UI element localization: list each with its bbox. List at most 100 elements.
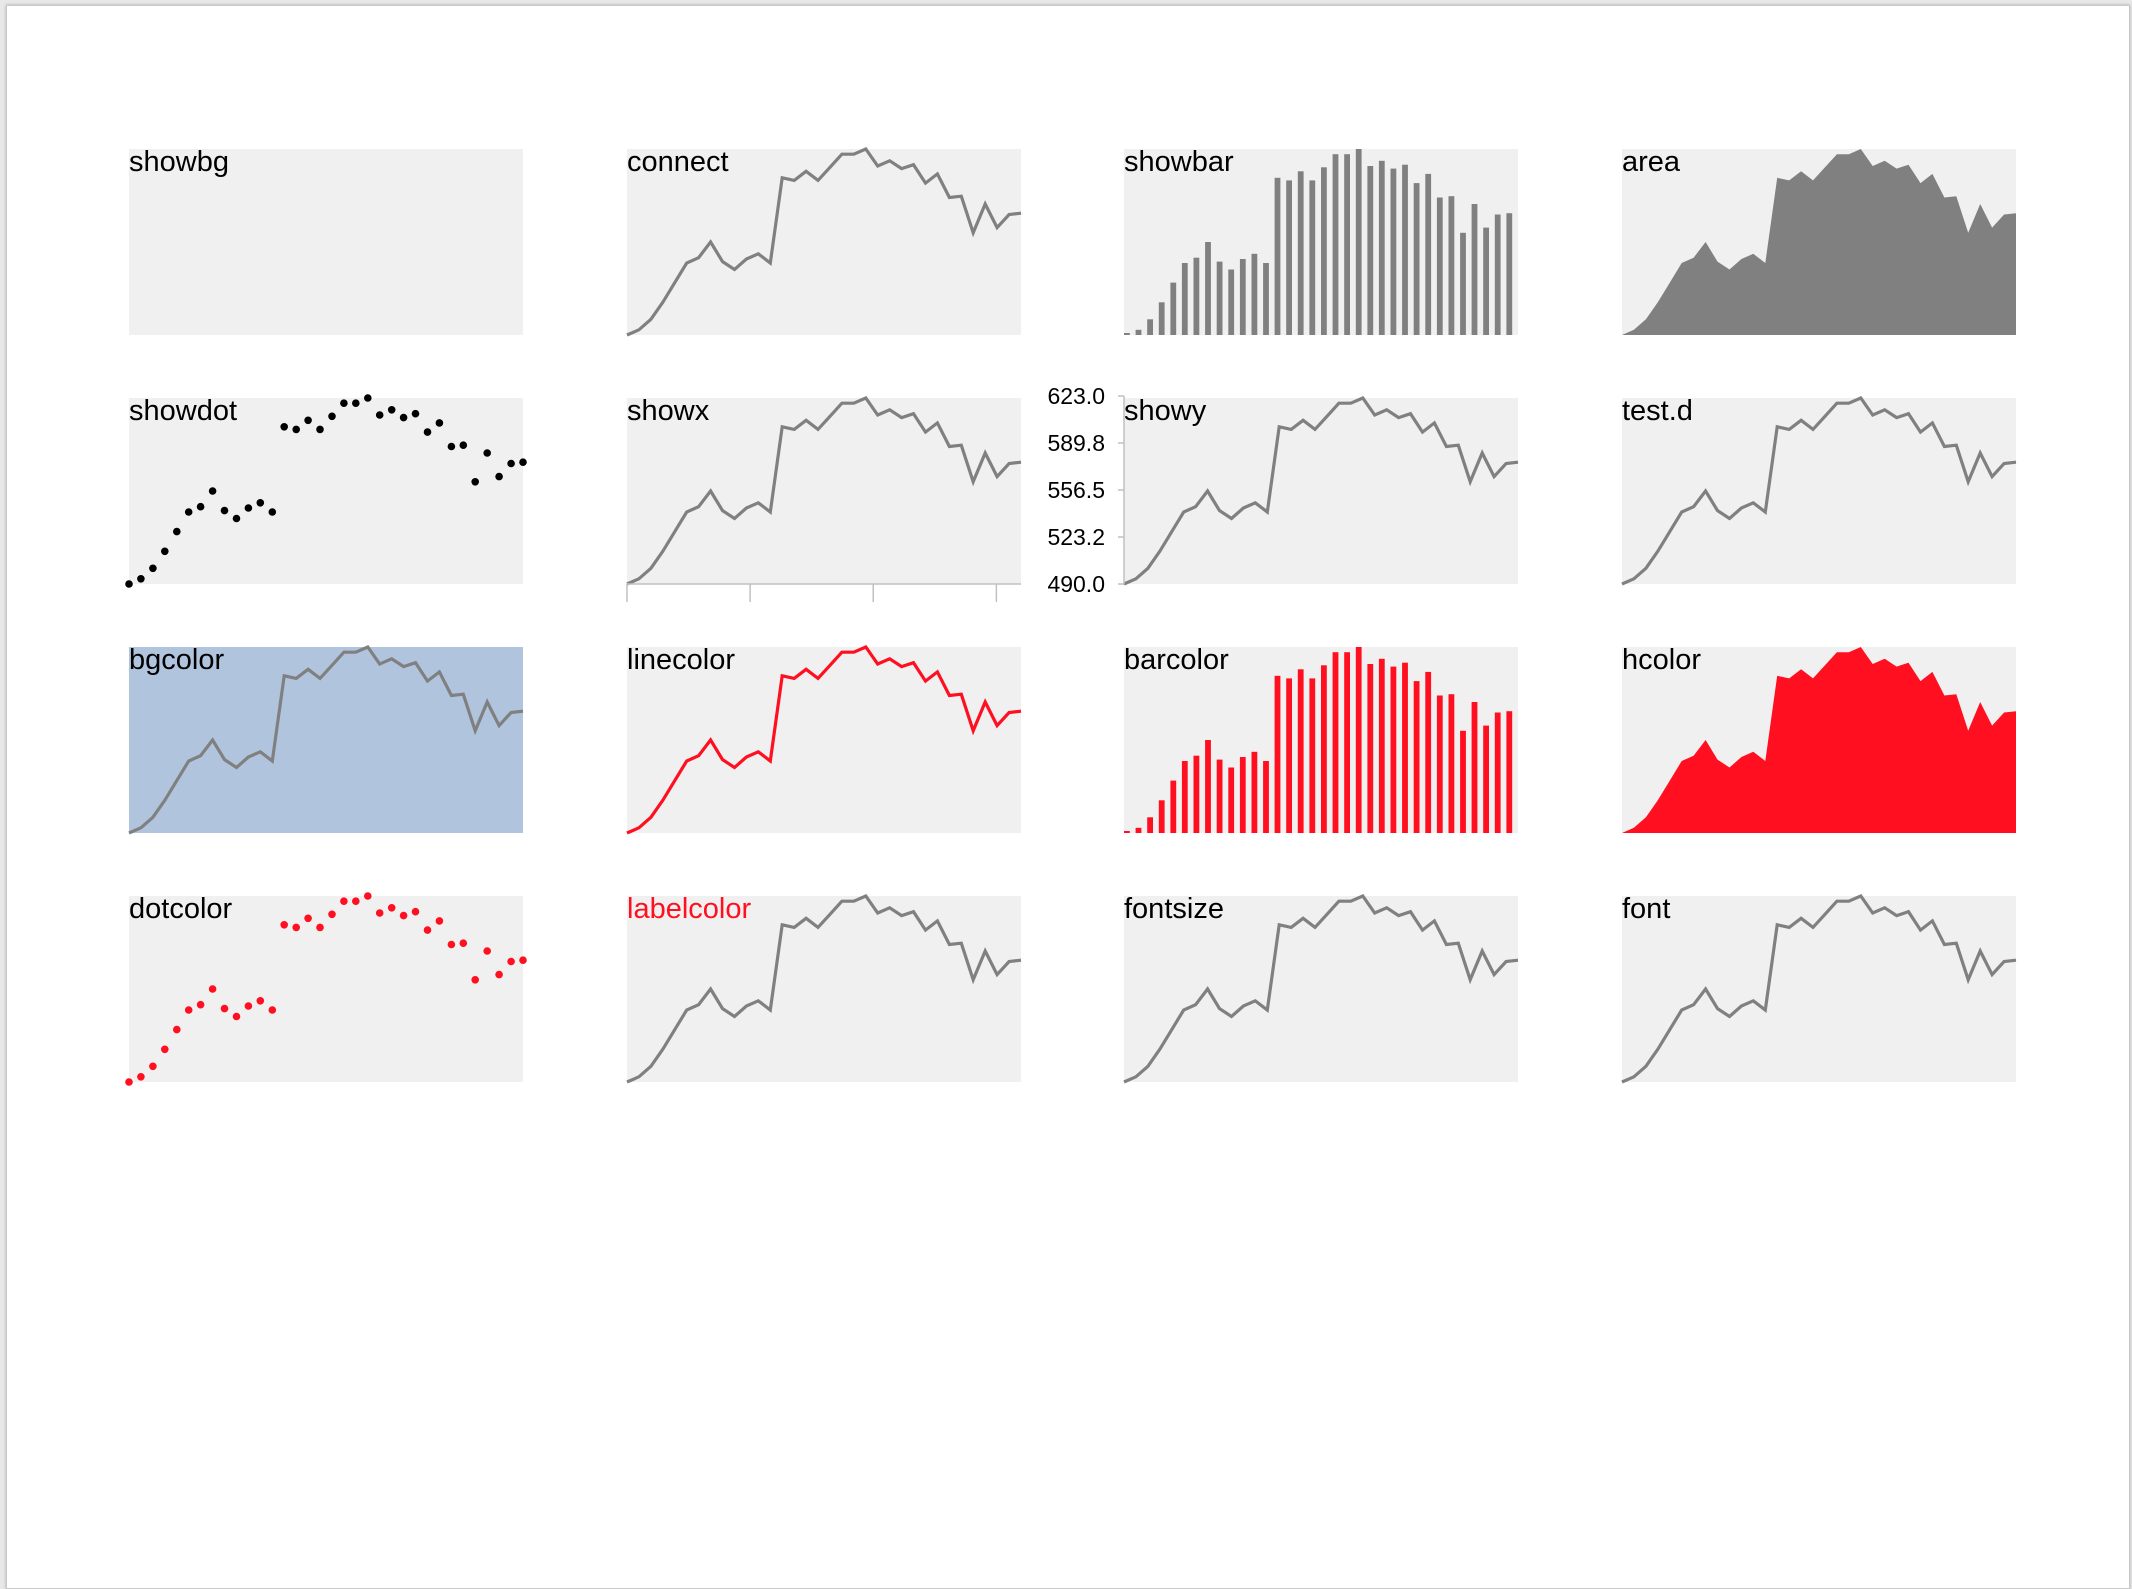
sparkline-hcolor: hcolor xyxy=(1622,644,2016,833)
series-line xyxy=(1621,894,2017,1084)
panel-background xyxy=(627,647,1021,833)
panel-background xyxy=(129,398,523,584)
data-point xyxy=(411,907,420,916)
sparkline-showdot: showdot xyxy=(125,394,527,588)
bar xyxy=(1390,168,1397,335)
bar xyxy=(1483,227,1489,335)
panel-label: showx xyxy=(627,395,710,427)
panel-label: connect xyxy=(627,146,729,178)
panel-label: area xyxy=(1622,146,1681,178)
data-point xyxy=(435,419,444,427)
bar xyxy=(1181,761,1188,833)
series-line xyxy=(1123,396,1519,586)
sparkline-showy: 623.0 589.8 556.5 523.2 490.0 showy xyxy=(1047,383,1519,597)
data-point xyxy=(423,428,432,436)
data-point xyxy=(399,413,408,422)
bar xyxy=(1228,269,1235,335)
data-point xyxy=(125,1078,133,1086)
data-point xyxy=(125,580,133,588)
bar xyxy=(1239,259,1246,335)
data-point xyxy=(292,923,301,932)
data-point xyxy=(364,892,372,900)
bar xyxy=(1460,232,1466,335)
bar xyxy=(1321,167,1327,335)
data-point xyxy=(161,1045,169,1054)
sparkline-fontsize: fontsize xyxy=(1123,893,1519,1084)
bar xyxy=(1471,702,1478,833)
bar xyxy=(1263,761,1269,833)
bar xyxy=(1367,166,1374,335)
bar xyxy=(1355,647,1362,833)
sparkline-showbar: showbar xyxy=(1124,146,1518,335)
bar xyxy=(1378,658,1385,833)
bar xyxy=(1448,694,1455,833)
data-point xyxy=(507,957,515,966)
bar xyxy=(1344,154,1350,335)
data-point xyxy=(268,508,277,516)
bar xyxy=(1494,712,1501,833)
data-point xyxy=(399,911,408,920)
sparkline-connect: connect xyxy=(626,146,1022,337)
data-point xyxy=(364,394,372,402)
panel-label: dotcolor xyxy=(129,893,233,925)
data-point xyxy=(232,514,241,523)
bar xyxy=(1448,196,1455,335)
data-point xyxy=(208,985,217,993)
panel-background xyxy=(627,398,1021,584)
y-tick-label: 623.0 xyxy=(1047,383,1105,409)
panel-background xyxy=(1124,398,1518,584)
data-point xyxy=(316,923,324,932)
bar xyxy=(1436,197,1443,335)
bar xyxy=(1413,681,1420,833)
bar xyxy=(1344,652,1350,833)
panel-background xyxy=(1622,398,2016,584)
bar xyxy=(1378,160,1385,335)
sparkline-showbg: showbg xyxy=(129,146,523,335)
bar xyxy=(1425,173,1432,335)
data-point xyxy=(316,425,324,434)
series-line xyxy=(626,396,1022,586)
panel-label: showbg xyxy=(129,146,229,178)
data-point xyxy=(483,947,492,955)
series-area xyxy=(1622,647,2016,833)
bar xyxy=(1193,257,1200,335)
data-point xyxy=(149,564,157,573)
data-point xyxy=(471,478,480,486)
sparkline-dotcolor: dotcolor xyxy=(125,892,527,1086)
bar xyxy=(1402,662,1408,833)
data-point xyxy=(196,502,205,511)
data-point xyxy=(519,458,527,467)
data-point xyxy=(220,1004,229,1013)
data-point xyxy=(220,506,229,515)
bar xyxy=(1332,154,1339,335)
data-point xyxy=(328,412,336,421)
panel-background xyxy=(129,647,523,833)
panel-label: barcolor xyxy=(1124,644,1229,676)
bar xyxy=(1124,831,1130,833)
series-line xyxy=(1123,894,1519,1084)
bar xyxy=(1147,817,1153,833)
bar xyxy=(1170,780,1177,833)
data-point xyxy=(471,976,480,984)
data-point xyxy=(304,914,312,923)
bar xyxy=(1216,261,1223,335)
panel-label: bgcolor xyxy=(129,644,224,676)
series-area xyxy=(1622,149,2016,335)
y-tick-label: 556.5 xyxy=(1047,477,1105,503)
panel-label: font xyxy=(1622,893,1670,925)
data-point xyxy=(352,897,360,905)
bar xyxy=(1205,242,1211,335)
panel-label: labelcolor xyxy=(627,893,751,925)
data-point xyxy=(149,1062,157,1071)
bar xyxy=(1425,671,1432,833)
bar xyxy=(1274,177,1281,335)
data-point xyxy=(184,508,193,516)
panel-label: showdot xyxy=(129,395,237,427)
bar xyxy=(1286,678,1292,833)
data-point xyxy=(340,399,348,408)
sparkline-area: area xyxy=(1622,146,2016,335)
bar xyxy=(1205,740,1211,833)
data-point xyxy=(459,441,468,450)
panel-label: showbar xyxy=(1124,146,1234,178)
data-point xyxy=(328,910,336,919)
